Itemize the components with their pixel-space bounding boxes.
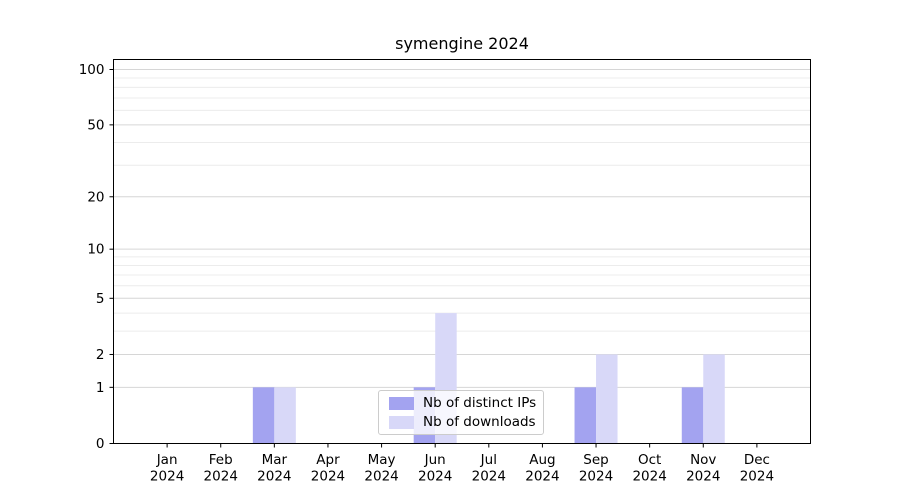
- x-tick-label-feb: Feb: [209, 452, 233, 468]
- y-tick-label-20: 20: [87, 189, 104, 205]
- y-tick-label-5: 5: [96, 291, 105, 307]
- x-tick-year-jul: 2024: [472, 469, 506, 485]
- legend-swatch-downloads: [389, 415, 414, 429]
- x-tick-year-jan: 2024: [150, 469, 184, 485]
- x-tick-label-sep: Sep: [583, 452, 608, 468]
- y-tick-label-0: 0: [96, 436, 105, 452]
- x-tick-year-aug: 2024: [525, 469, 559, 485]
- bar-nb-of-distinct-ips-mar: [252, 387, 275, 444]
- x-tick-label-may: May: [368, 452, 396, 468]
- y-tick-label-1: 1: [96, 380, 105, 396]
- y-tick-label-50: 50: [87, 117, 104, 133]
- x-tick-year-nov: 2024: [686, 469, 720, 485]
- x-tick-label-dec: Dec: [744, 452, 770, 468]
- y-tick-label-10: 10: [87, 242, 104, 258]
- x-tick-label-jun: Jun: [424, 452, 446, 468]
- bar-nb-of-downloads-mar: [274, 387, 296, 444]
- x-tick-label-jul: Jul: [480, 452, 497, 468]
- x-tick-label-nov: Nov: [690, 452, 716, 468]
- x-tick-label-mar: Mar: [262, 452, 288, 468]
- x-tick-label-jan: Jan: [156, 452, 178, 468]
- legend-label-distinct-ips: Nb of distinct IPs: [423, 394, 537, 411]
- legend-item-distinct-ips: Nb of distinct IPs: [389, 394, 543, 411]
- legend-item-downloads: Nb of downloads: [389, 413, 543, 430]
- x-tick-label-apr: Apr: [316, 452, 340, 468]
- legend: Nb of distinct IPs Nb of downloads: [378, 390, 544, 435]
- x-tick-year-sep: 2024: [579, 469, 613, 485]
- x-tick-year-mar: 2024: [257, 469, 291, 485]
- bar-nb-of-downloads-sep: [596, 354, 618, 444]
- plot-area: [113, 59, 811, 444]
- bar-nb-of-downloads-nov: [703, 354, 725, 444]
- bar-nb-of-distinct-ips-sep: [574, 387, 597, 444]
- bar-nb-of-distinct-ips-nov: [681, 387, 704, 444]
- x-tick-year-dec: 2024: [740, 469, 774, 485]
- x-tick-year-apr: 2024: [311, 469, 345, 485]
- x-tick-label-oct: Oct: [638, 452, 661, 468]
- chart-title: symengine 2024: [395, 34, 529, 53]
- x-tick-year-jun: 2024: [418, 469, 452, 485]
- x-tick-label-aug: Aug: [529, 452, 555, 468]
- x-tick-year-feb: 2024: [204, 469, 238, 485]
- y-tick-label-2: 2: [96, 347, 105, 363]
- legend-swatch-distinct-ips: [389, 396, 414, 410]
- y-tick-label-100: 100: [79, 62, 105, 78]
- x-tick-year-oct: 2024: [632, 469, 666, 485]
- legend-label-downloads: Nb of downloads: [423, 413, 536, 430]
- x-tick-year-may: 2024: [364, 469, 398, 485]
